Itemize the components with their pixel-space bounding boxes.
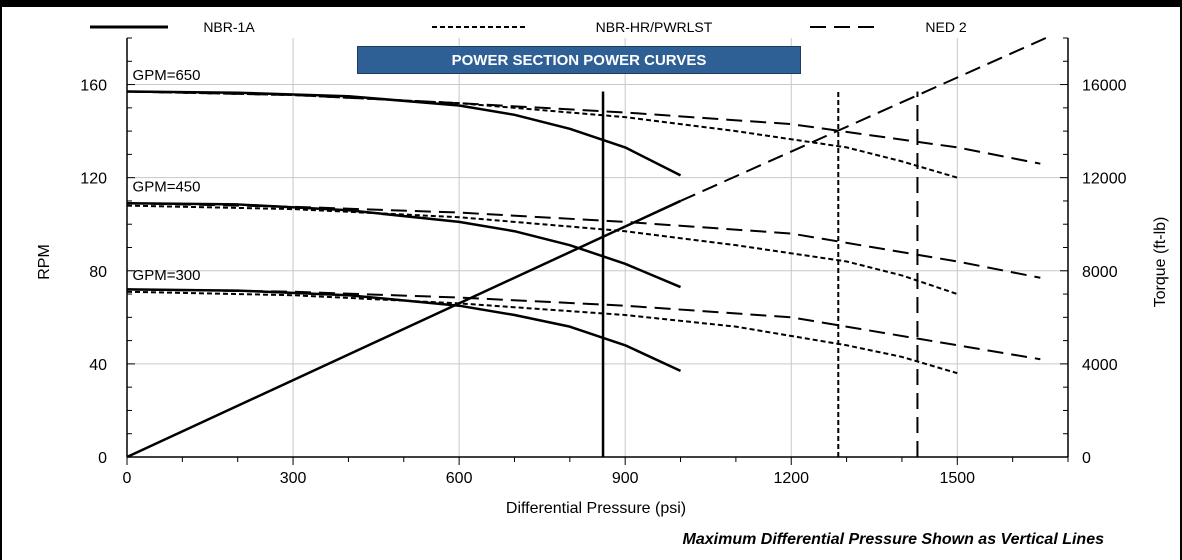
y2-tick-label: 8000	[1082, 264, 1118, 281]
x-tick-label: 300	[280, 470, 307, 487]
y-tick-label: 160	[80, 78, 107, 95]
y2-tick-label: 4000	[1082, 357, 1118, 374]
gridlines	[127, 38, 1068, 457]
x-tick-label: 600	[446, 470, 473, 487]
series-line-nbr-hr-pwrlst-gpm650	[126, 90, 958, 179]
gpm-label: GPM=300	[133, 267, 201, 284]
series-line-nbr-1a-gpm650	[126, 90, 682, 177]
legend-label-1: NBR-1A	[203, 19, 255, 35]
series-line-ned-2-gpm450	[126, 202, 1041, 279]
gpm-label: GPM=650	[133, 67, 201, 84]
series-lines	[126, 37, 1047, 459]
y2-axis-title: Torque (ft-lb)	[1152, 217, 1169, 308]
x-tick-label: 1500	[939, 470, 975, 487]
y-tick-label: 120	[80, 171, 107, 188]
footnote: Maximum Differential Pressure Shown as V…	[682, 531, 1104, 548]
y2-tick-label: 16000	[1082, 78, 1127, 95]
series-line-ned-2-gpm300	[126, 288, 1041, 361]
y2-tick-label: 12000	[1082, 171, 1127, 188]
y-tick-label: 80	[89, 264, 107, 281]
legend-label-3: NED 2	[925, 19, 966, 35]
y-tick-label: 40	[89, 357, 107, 374]
series-line-nbr-hr-pwrlst-gpm450	[126, 204, 958, 296]
chart-title: POWER SECTION POWER CURVES	[357, 46, 801, 74]
series-line-nbr-1a-gpm450	[126, 202, 682, 289]
series-line-nbr-1a-torque	[126, 199, 682, 459]
tick-labels: 0 300 600 900 1200 1500 0 40 80 120 160 0 4000 8000 12…	[80, 67, 1126, 487]
legend: NBR-1A NBR-HR/PWRLST NED 2	[90, 19, 967, 35]
y-axis-title: RPM	[36, 244, 53, 280]
x-tick-label: 900	[612, 470, 639, 487]
y-tick-label: 0	[98, 450, 107, 467]
x-tick-label: 0	[123, 470, 132, 487]
legend-label-2: NBR-HR/PWRLST	[596, 19, 713, 35]
axes	[126, 37, 1069, 465]
x-tick-label: 1200	[773, 470, 809, 487]
series-line-ned-2-torque	[680, 37, 1047, 202]
y2-tick-label: 0	[1082, 450, 1091, 467]
gpm-label: GPM=450	[133, 179, 201, 196]
series-line-nbr-hr-pwrlst-gpm300	[126, 290, 958, 375]
x-axis-title: Differential Pressure (psi)	[506, 500, 686, 517]
